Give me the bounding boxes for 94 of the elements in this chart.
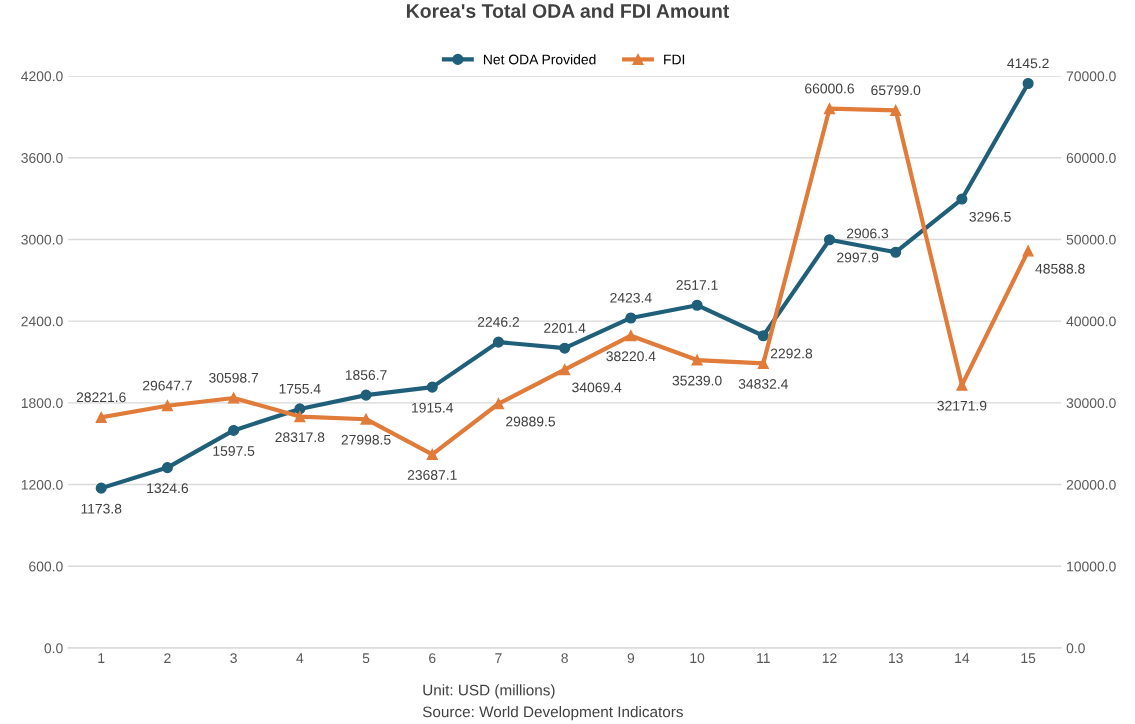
y-tick-label: 1200.0: [21, 479, 63, 490]
point: [956, 193, 968, 205]
point: [823, 103, 836, 115]
y-tick-label: 1800.0: [21, 398, 63, 409]
chart-title: Korea's Total ODA and FDI Amount: [406, 3, 730, 18]
y-tick-label: 600.0: [29, 561, 63, 572]
data-label: 4145.2: [1007, 58, 1049, 69]
data-label: 29889.5: [506, 416, 556, 427]
data-label: 1324.6: [147, 483, 189, 494]
data-label: 34832.4: [738, 379, 788, 389]
data-label: 1915.4: [412, 402, 454, 413]
data-label: 2423.4: [610, 292, 652, 303]
y2-tick-label: 70000.0: [1066, 71, 1116, 82]
x-tick-label: 2: [164, 653, 171, 663]
y2-tick-label: 0.0: [1066, 643, 1085, 654]
data-label: 2246.2: [477, 317, 519, 327]
x-tick-label: 5: [362, 653, 370, 664]
x-tick-label: 9: [627, 653, 635, 664]
point: [360, 389, 372, 401]
x-tick-label: 3: [230, 653, 237, 664]
data-label: 2997.9: [837, 252, 879, 263]
y2-tick-label: 20000.0: [1066, 479, 1116, 490]
point: [294, 411, 306, 423]
data-label: 2517.1: [676, 280, 718, 290]
data-label: 66000.6: [805, 83, 854, 94]
data-label: 35239.0: [672, 375, 722, 386]
point: [95, 411, 107, 423]
data-label: 28221.6: [76, 392, 126, 403]
data-label: 1173.8: [81, 503, 122, 514]
x-tick-label: 8: [561, 653, 568, 664]
point: [1022, 77, 1034, 90]
point: [625, 330, 637, 342]
y2-tick-label: 30000.0: [1066, 398, 1116, 409]
y-tick-label: 2400.0: [21, 316, 63, 327]
point: [625, 312, 637, 324]
data-label: 65799.0: [871, 85, 921, 96]
point: [360, 413, 372, 425]
point: [559, 364, 571, 376]
point: [1022, 245, 1034, 257]
data-label: 2201.4: [544, 323, 586, 333]
data-label: 2906.3: [846, 228, 889, 239]
point: [161, 462, 173, 474]
point: [228, 392, 240, 404]
x-tick-label: 7: [495, 653, 502, 663]
x-tick-label: 4: [296, 653, 304, 663]
point: [890, 246, 902, 258]
y2-tick-label: 40000.0: [1066, 316, 1116, 327]
point: [691, 299, 703, 311]
x-tick-label: 6: [429, 653, 436, 664]
data-label: 30598.7: [209, 372, 259, 383]
point: [228, 424, 240, 436]
data-label: 34069.4: [572, 382, 622, 393]
data-label: 2292.8: [770, 348, 813, 359]
point: [294, 403, 306, 415]
x-tick-label: 15: [1021, 653, 1036, 664]
x-tick-label: 10: [690, 653, 705, 664]
x-tick-label: 12: [822, 653, 837, 663]
data-label: 28317.8: [275, 432, 325, 443]
data-label: 1597.5: [213, 446, 255, 456]
data-label: 23687.1: [407, 470, 457, 480]
x-tick-label: 1: [98, 653, 105, 663]
data-label: 1755.4: [279, 383, 321, 394]
y2-tick-label: 50000.0: [1066, 234, 1116, 245]
x-tick-label: 11: [757, 653, 770, 663]
text: Unit: USD (millions): [423, 684, 555, 699]
point: [823, 234, 836, 246]
data-label: 1856.7: [345, 370, 387, 380]
data-label: 29647.7: [143, 380, 192, 391]
source-note: Source: World Development Indicators: [422, 706, 683, 721]
point: [559, 342, 571, 354]
legend-label: Net ODA Provided: [483, 54, 596, 65]
y-tick-label: 3000.0: [21, 234, 63, 245]
point: [426, 448, 438, 460]
point: [691, 354, 703, 366]
point: [757, 357, 769, 369]
y2-tick-label: 10000.0: [1067, 561, 1116, 572]
legend-label: FDI: [664, 54, 685, 65]
data-label: 48588.8: [1035, 263, 1085, 274]
point: [95, 482, 107, 494]
y2-tick-label: 60000.0: [1066, 153, 1116, 163]
point: [426, 381, 438, 393]
point: [890, 104, 902, 116]
data-label: 32171.9: [937, 400, 987, 411]
y-tick-label: 3600.0: [21, 153, 63, 163]
data-label: 27998.5: [341, 434, 391, 445]
x-tick-label: 14: [955, 653, 970, 663]
point: [492, 336, 505, 348]
point: [757, 330, 769, 342]
data-label: 3296.5: [969, 211, 1011, 222]
point: [161, 400, 173, 412]
x-tick-label: 13: [889, 653, 903, 664]
y-tick-label: 0.0: [44, 643, 63, 654]
data-label: 38220.4: [606, 351, 656, 362]
y-tick-label: 4200.0: [21, 71, 63, 82]
